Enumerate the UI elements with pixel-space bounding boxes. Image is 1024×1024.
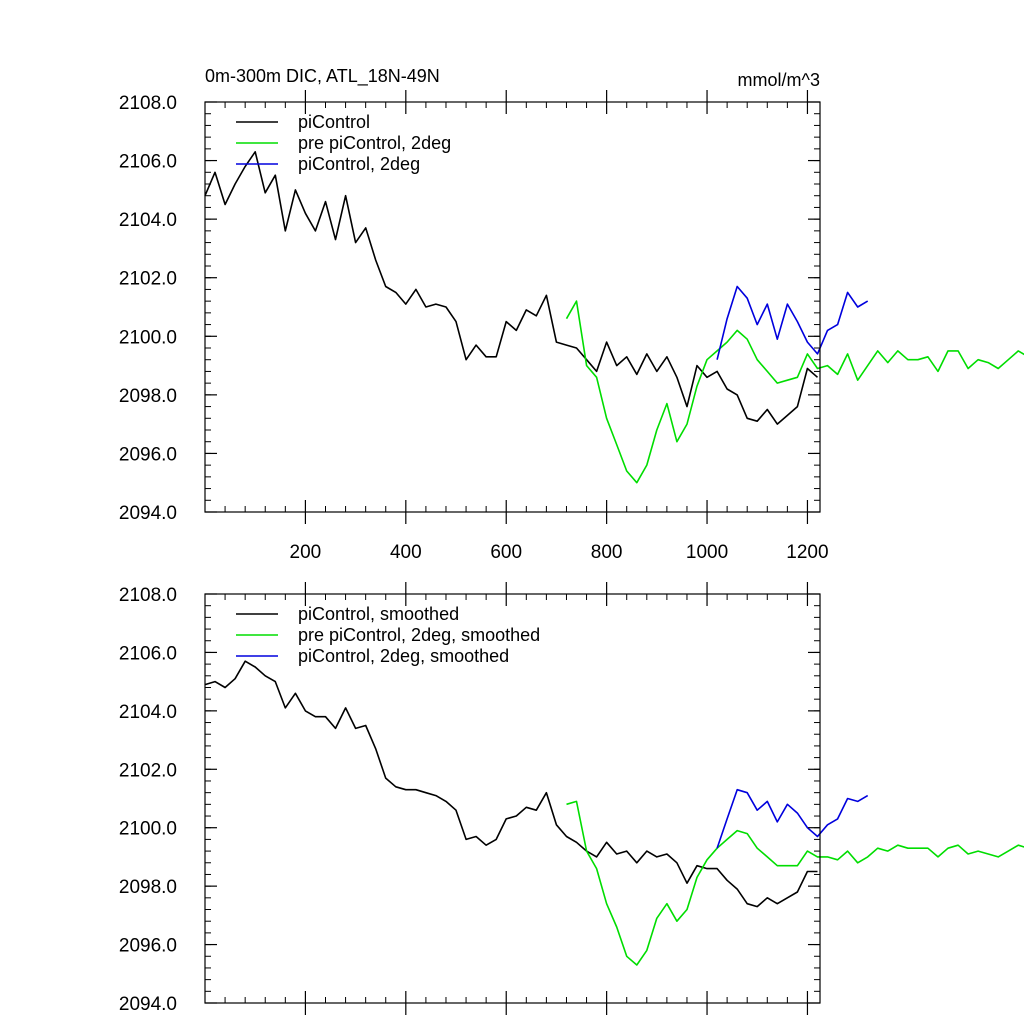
y-tick-label: 2106.0 xyxy=(119,152,177,173)
legend-label-3: piControl, 2deg xyxy=(298,154,420,174)
y-tick-label: 2094.0 xyxy=(119,503,177,524)
legend-label-1: piControl, smoothed xyxy=(298,604,459,624)
x-tick-label: 1000 xyxy=(686,542,728,563)
x-tick-label: 600 xyxy=(490,542,522,563)
series-line-2 xyxy=(566,800,1024,966)
y-tick-label: 2104.0 xyxy=(119,210,177,231)
legend-label-2: pre piControl, 2deg, smoothed xyxy=(298,625,540,645)
series-line-3 xyxy=(716,788,869,849)
panel-1-title: 0m-300m DIC, ATL_18N-49N xyxy=(205,66,440,87)
series-line-2 xyxy=(565,300,1024,484)
series-line-1 xyxy=(204,151,819,425)
x-tick-label: 800 xyxy=(591,542,623,563)
y-tick-label: 2102.0 xyxy=(119,269,177,290)
y-tick-label: 2100.0 xyxy=(119,327,177,348)
plot-frame xyxy=(204,593,821,1004)
plot-frame xyxy=(204,101,821,513)
panel-top: 2094.0 2096.0 2098.0 2100.0 2102.0 2104.0 2106… xyxy=(119,90,1024,563)
y-tick-label: 2102.0 xyxy=(119,760,177,781)
y-tick-label: 2104.0 xyxy=(119,702,177,723)
panel-1-units: mmol/m^3 xyxy=(738,70,820,90)
y-tick-label: 2096.0 xyxy=(119,936,177,957)
y-tick-label: 2096.0 xyxy=(119,444,177,465)
y-tick-label: 2094.0 xyxy=(119,994,177,1015)
x-tick-label: 1200 xyxy=(786,542,828,563)
y-tick-label: 2106.0 xyxy=(119,643,177,664)
x-tick-label: 400 xyxy=(390,542,422,563)
series-line-1 xyxy=(204,660,818,908)
y-tick-label: 2108.0 xyxy=(119,585,177,606)
y-tick-label: 2100.0 xyxy=(119,819,177,840)
y-tick-label: 2098.0 xyxy=(119,386,177,407)
x-tick-label: 200 xyxy=(290,542,322,563)
y-tick-label: 2098.0 xyxy=(119,877,177,898)
panel-bottom: 2094.0 2096.0 2098.0 2100.0 2102.0 2104.0 2106… xyxy=(119,582,1024,1015)
legend-label-2: pre piControl, 2deg xyxy=(298,133,451,153)
legend-label-3: piControl, 2deg, smoothed xyxy=(298,646,509,666)
y-tick-label: 2108.0 xyxy=(119,93,177,114)
legend-label-1: piControl xyxy=(298,112,370,132)
series-line-3 xyxy=(716,285,869,360)
